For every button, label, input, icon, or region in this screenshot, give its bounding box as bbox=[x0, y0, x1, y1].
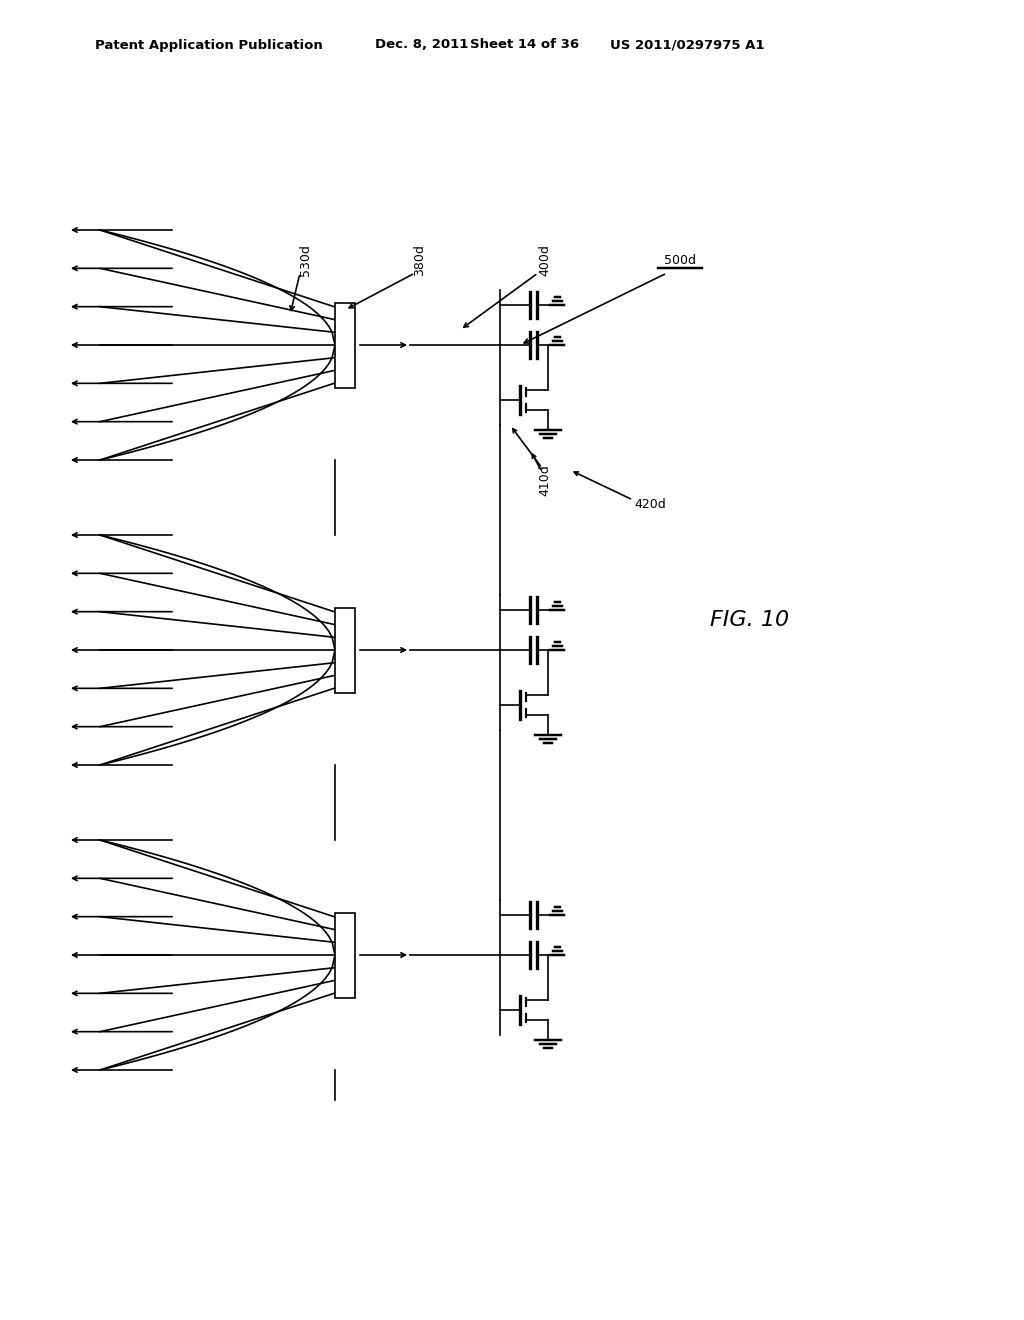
Text: 410d: 410d bbox=[539, 465, 552, 496]
Bar bbox=[335, 912, 355, 998]
Bar bbox=[335, 302, 355, 388]
Text: 420d: 420d bbox=[634, 499, 666, 511]
Text: Dec. 8, 2011: Dec. 8, 2011 bbox=[375, 38, 468, 51]
Bar bbox=[335, 607, 355, 693]
Text: 500d: 500d bbox=[664, 253, 696, 267]
Text: 530d: 530d bbox=[299, 244, 311, 276]
Text: Sheet 14 of 36: Sheet 14 of 36 bbox=[470, 38, 580, 51]
Text: 380d: 380d bbox=[414, 244, 427, 276]
Text: 400d: 400d bbox=[539, 244, 552, 276]
Text: FIG. 10: FIG. 10 bbox=[711, 610, 790, 630]
Text: Patent Application Publication: Patent Application Publication bbox=[95, 38, 323, 51]
Text: US 2011/0297975 A1: US 2011/0297975 A1 bbox=[610, 38, 765, 51]
